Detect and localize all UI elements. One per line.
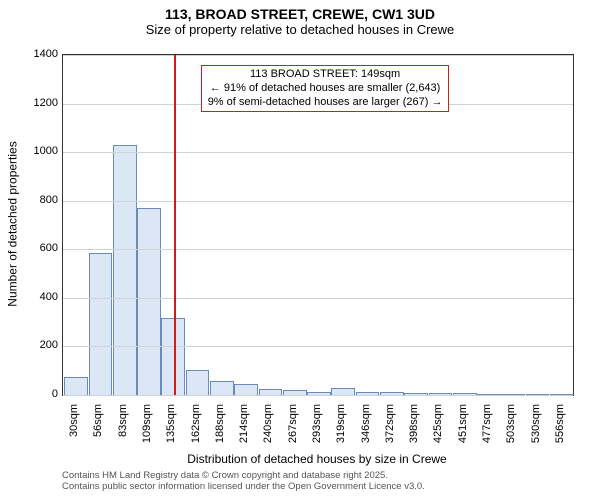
footer-line-2: Contains public sector information licen… bbox=[62, 481, 425, 492]
footer-line-1: Contains HM Land Registry data © Crown c… bbox=[62, 470, 425, 481]
x-axis-label: Distribution of detached houses by size … bbox=[62, 452, 572, 466]
x-tick-labels: 30sqm56sqm83sqm109sqm135sqm162sqm188sqm2… bbox=[0, 0, 600, 500]
attribution-footer: Contains HM Land Registry data © Crown c… bbox=[62, 470, 425, 493]
histogram-chart: 113, BROAD STREET, CREWE, CW1 3UD Size o… bbox=[0, 0, 600, 500]
